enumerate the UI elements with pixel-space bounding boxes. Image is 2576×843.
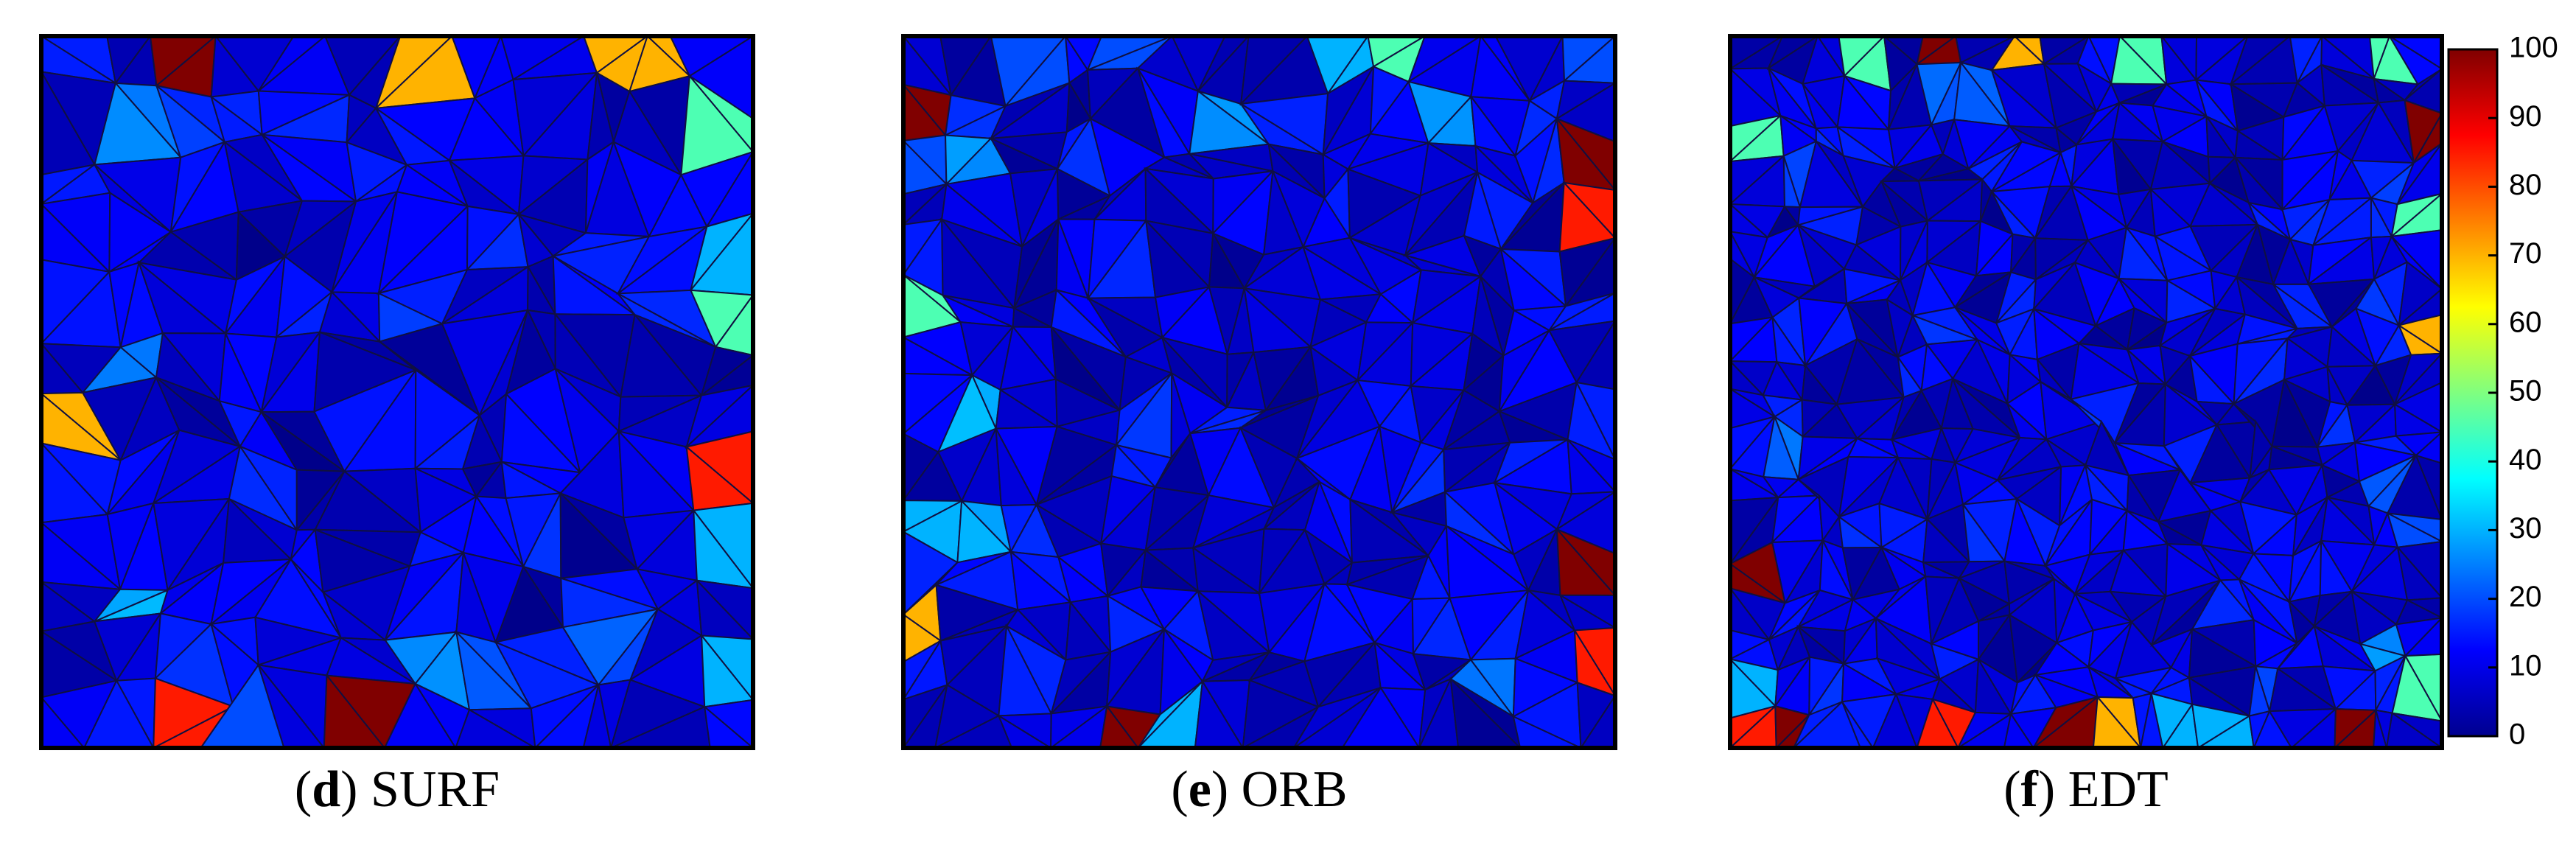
colorbar-tick-label: 100	[2509, 32, 2558, 64]
cell	[1580, 694, 1615, 748]
panel-frame	[901, 34, 1617, 750]
cell	[582, 685, 612, 748]
colorbar-tick-label: 10	[2509, 649, 2542, 682]
voronoi-panel	[41, 36, 753, 748]
cell	[83, 679, 155, 748]
caption-part: f	[2021, 761, 2039, 818]
caption-part: (	[295, 761, 312, 818]
colorbar-tick-label: 30	[2509, 512, 2542, 545]
cell	[1341, 686, 1421, 748]
cell	[1841, 701, 1875, 748]
caption: (f) EDT	[2003, 761, 2169, 818]
cell	[703, 704, 753, 748]
colorbar-tick-label: 80	[2509, 169, 2542, 201]
cell	[2385, 712, 2442, 748]
cell	[997, 713, 1052, 748]
colorbar-tick-label: 90	[2509, 100, 2542, 133]
caption: (e) ORB	[1171, 761, 1347, 818]
caption-part: (	[2003, 761, 2020, 818]
caption-part: d	[312, 761, 340, 818]
colorbar-tick-label: 50	[2509, 375, 2542, 407]
colorbar-tick-label: 20	[2509, 581, 2542, 613]
caption-part: ) ORB	[1211, 761, 1348, 818]
cell	[257, 664, 326, 748]
caption-part: (	[1171, 761, 1188, 818]
cell	[2092, 695, 2142, 748]
cell	[1872, 692, 1918, 748]
caption-part: ) SURF	[340, 761, 500, 818]
colorbar-tick-label: 40	[2509, 444, 2542, 476]
cell	[1512, 715, 1581, 748]
colorbar-tick-label: 0	[2509, 718, 2525, 751]
cell	[1099, 704, 1139, 748]
caption-part: e	[1189, 761, 1211, 818]
cell	[323, 673, 386, 748]
panel-frame	[39, 34, 755, 750]
cell	[2373, 710, 2387, 748]
colorbar-tick-label: 60	[2509, 306, 2542, 338]
voronoi-panel	[1730, 36, 2442, 748]
caption: (d) SURF	[295, 761, 500, 818]
cell	[2003, 712, 2034, 748]
panel-frame	[1728, 34, 2444, 750]
cell	[383, 682, 457, 748]
cell	[41, 696, 85, 748]
caption-part: ) EDT	[2038, 761, 2169, 818]
colorbar-tick-label: 70	[2509, 237, 2542, 270]
cell	[1916, 697, 1959, 748]
voronoi-panel	[903, 36, 1615, 748]
cell	[1194, 679, 1244, 748]
cell	[455, 708, 537, 748]
cell	[1449, 676, 1522, 748]
